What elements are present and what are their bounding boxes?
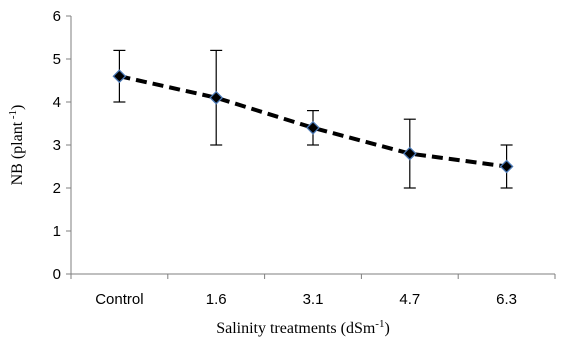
data-point: [209, 90, 224, 105]
data-point: [306, 120, 320, 135]
x-tick-label: 3.1: [303, 291, 324, 308]
x-tick-label: Control: [95, 291, 143, 308]
y-tick-label: 4: [53, 94, 61, 111]
x-tick-label: 6.3: [496, 291, 517, 308]
y-axis-title: NB (plant -1): [7, 105, 26, 186]
y-axis-title-main: NB (plant: [9, 121, 26, 185]
data-markers: [112, 69, 514, 174]
x-axis-title-end: ): [384, 320, 389, 337]
x-axis-title: Salinity treatments (dSm-1): [216, 318, 390, 337]
x-tick-label: 4.7: [399, 291, 420, 308]
y-tick-label: 1: [53, 223, 61, 240]
y-tick-label: 0: [53, 266, 61, 283]
axes: [66, 15, 556, 279]
series-line-group: [118, 74, 507, 169]
x-axis-title-main: Salinity treatments (dSm: [216, 320, 376, 337]
x-tick-label: 1.6: [206, 291, 227, 308]
x-axis-title-sup: -1: [375, 318, 384, 330]
y-tick-label: 5: [53, 51, 61, 68]
tick-labels: 0 1 2 3 4 5 6 Control 1.6 3.1 4.7 6.3: [53, 8, 517, 308]
data-point: [402, 146, 417, 161]
y-tick-label: 2: [53, 180, 61, 197]
y-tick-label: 3: [53, 137, 61, 154]
y-axis-title-sup: -1: [7, 110, 19, 122]
y-axis-title-end: ): [9, 105, 26, 110]
series-line: [118, 74, 507, 169]
data-point: [112, 69, 127, 84]
y-tick-label: 6: [53, 8, 61, 25]
data-point: [499, 159, 514, 174]
error-bars: [113, 49, 513, 189]
